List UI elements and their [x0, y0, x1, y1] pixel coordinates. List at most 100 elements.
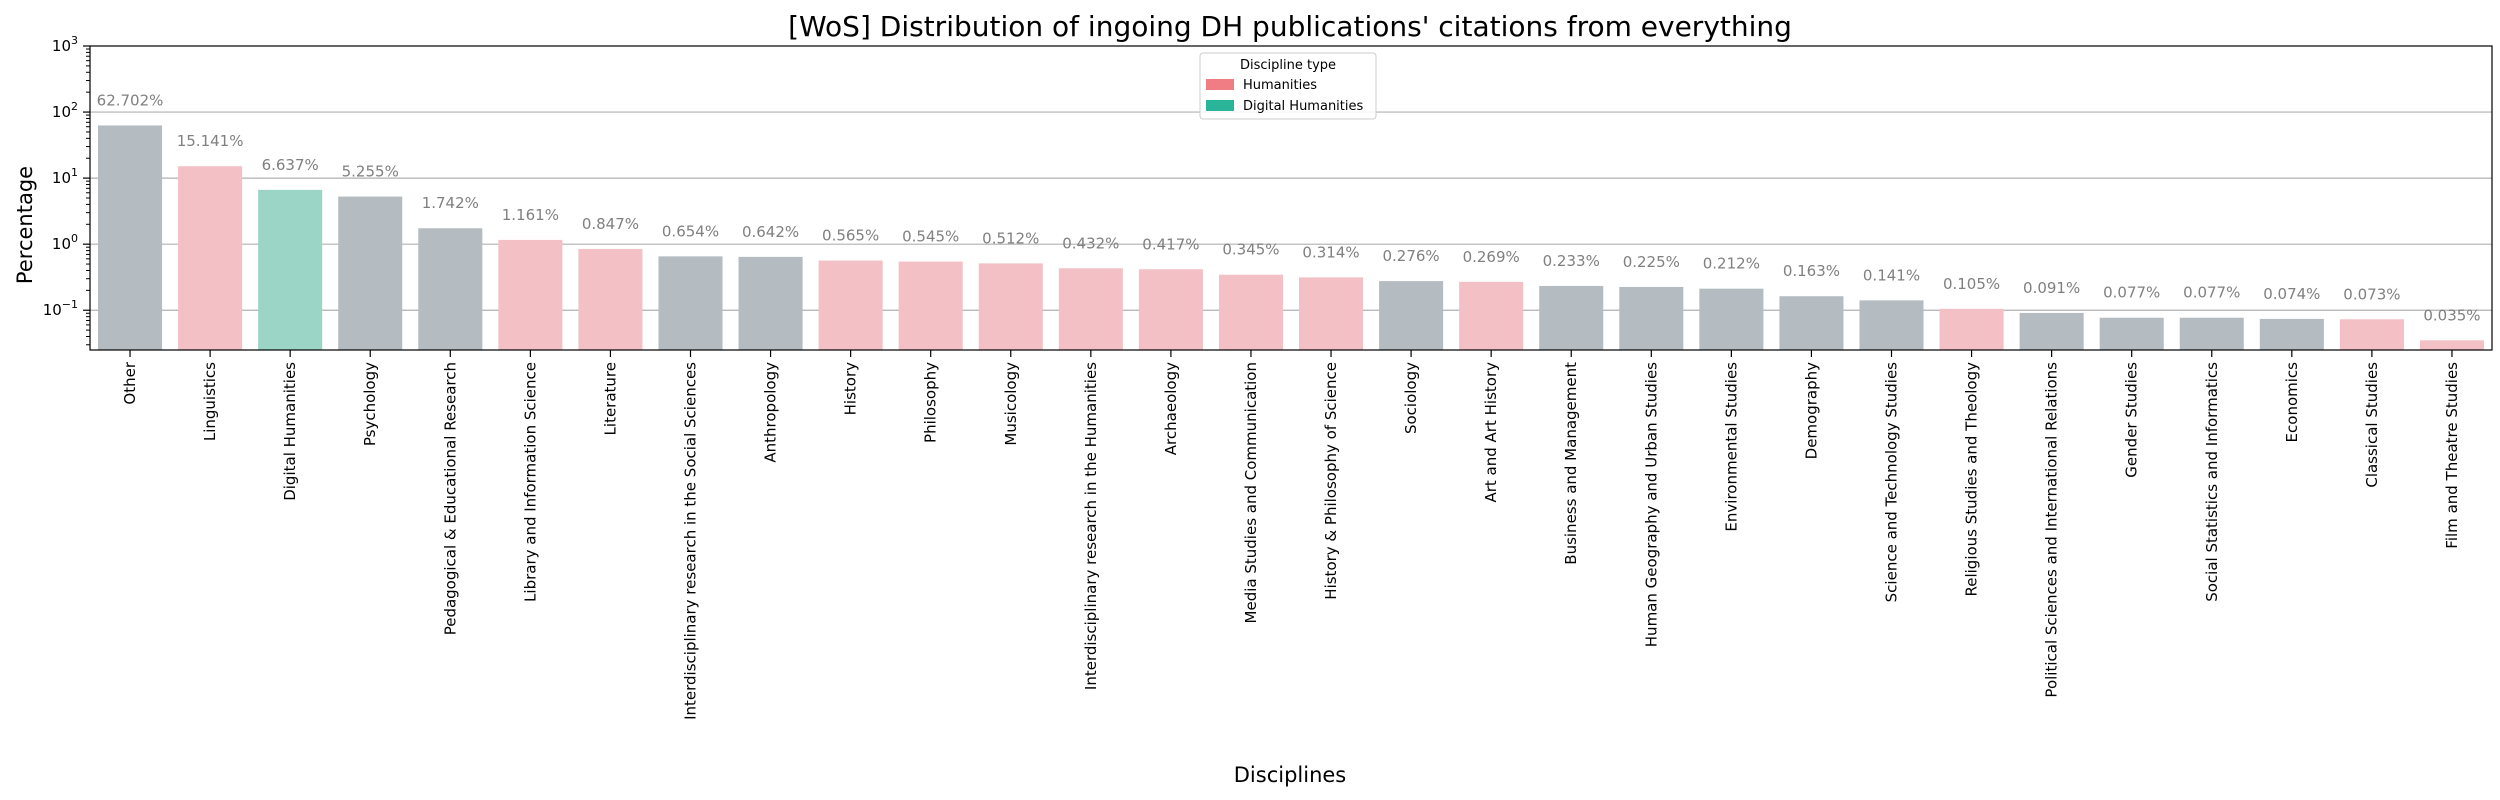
bar-19 — [1619, 286, 1684, 350]
category-label: Human Geography and Urban Studies — [1642, 362, 1660, 647]
data-label: 0.035% — [2423, 306, 2480, 324]
data-label: 0.091% — [2023, 279, 2080, 297]
bar-6 — [578, 248, 643, 350]
bar-25 — [2099, 317, 2164, 350]
category-label: Business and Management — [1562, 362, 1580, 565]
bar-26 — [2179, 317, 2244, 350]
bar-11 — [978, 263, 1043, 350]
y-tick-label: 102 — [52, 100, 78, 121]
bar-28 — [2339, 319, 2404, 350]
bar-12 — [1058, 268, 1123, 350]
bar-21 — [1779, 296, 1844, 350]
category-label: Other — [121, 361, 139, 404]
data-label: 0.077% — [2103, 284, 2160, 302]
bar-13 — [1138, 269, 1203, 350]
category-label: Library and Information Science — [521, 362, 539, 602]
data-label: 0.512% — [982, 229, 1039, 247]
data-label: 0.163% — [1783, 262, 1840, 280]
data-label: 0.225% — [1623, 253, 1680, 271]
data-label: 15.141% — [177, 132, 244, 150]
data-label: 0.565% — [822, 227, 879, 245]
category-label: Political Sciences and International Rel… — [2043, 362, 2061, 698]
data-label: 0.269% — [1463, 248, 1520, 266]
category-label: Film and Theatre Studies — [2443, 362, 2461, 549]
data-label: 1.161% — [502, 206, 559, 224]
category-label: Media Studies and Communication — [1242, 362, 1260, 623]
bar-0 — [98, 125, 163, 351]
bar-27 — [2259, 318, 2324, 350]
category-label: Pedagogical & Educational Research — [441, 362, 459, 635]
category-label: Religious Studies and Theology — [1963, 362, 1981, 597]
data-label: 1.742% — [422, 194, 479, 212]
data-label: 0.074% — [2263, 285, 2320, 303]
data-label: 0.314% — [1302, 243, 1359, 261]
category-label: Demography — [1802, 362, 1820, 459]
category-label: Sociology — [1402, 362, 1420, 434]
bar-2 — [258, 189, 323, 350]
bar-3 — [338, 196, 403, 350]
y-tick-label: 10−1 — [43, 298, 78, 319]
data-label: 0.642% — [742, 223, 799, 241]
bar-1 — [178, 166, 243, 350]
data-label: 0.233% — [1543, 252, 1600, 270]
legend-label: Digital Humanities — [1243, 99, 1363, 114]
category-label: Psychology — [361, 362, 379, 446]
bar-22 — [1859, 300, 1924, 350]
bar-17 — [1459, 281, 1524, 350]
data-label: 0.847% — [582, 215, 639, 233]
legend-label: Humanities — [1243, 78, 1317, 93]
category-label: Archaeology — [1162, 362, 1180, 455]
category-label: Digital Humanities — [281, 362, 299, 501]
category-label: Anthropology — [762, 362, 780, 463]
data-label: 0.345% — [1222, 241, 1279, 259]
bar-24 — [2019, 312, 2084, 350]
data-label: 0.073% — [2343, 285, 2400, 303]
x-axis-title: Disciplines — [1234, 763, 1347, 787]
bar-8 — [738, 256, 803, 350]
bar-29 — [2419, 340, 2484, 350]
y-axis-title: Percentage — [13, 166, 37, 284]
category-label: Art and Art History — [1482, 362, 1500, 503]
data-label: 0.077% — [2183, 284, 2240, 302]
category-label: Gender Studies — [2123, 362, 2141, 478]
bar-4 — [418, 228, 483, 350]
y-tick-label: 103 — [52, 34, 78, 55]
category-label: Philosophy — [922, 362, 940, 443]
y-tick-label: 101 — [52, 166, 78, 187]
legend: Discipline type Humanities Digital Humanit… — [1199, 52, 1377, 120]
data-label: 0.654% — [662, 222, 719, 240]
data-label: 0.141% — [1863, 266, 1920, 284]
bar-5 — [498, 239, 563, 350]
data-label: 0.545% — [902, 228, 959, 246]
category-label: Environmental Studies — [1722, 362, 1740, 532]
legend-box — [1199, 52, 1377, 120]
bar-9 — [818, 260, 883, 350]
category-label: Science and Technology Studies — [1883, 362, 1901, 603]
chart-title: [WoS] Distribution of ingoing DH publica… — [788, 10, 1792, 43]
data-label: 0.212% — [1703, 255, 1760, 273]
bar-15 — [1299, 277, 1364, 350]
data-label: 0.432% — [1062, 234, 1119, 252]
bar-23 — [1939, 308, 2004, 350]
bar-14 — [1218, 274, 1283, 350]
data-label: 62.702% — [97, 91, 164, 109]
data-label: 0.417% — [1142, 235, 1199, 253]
category-label: Musicology — [1002, 362, 1020, 446]
category-label: History & Philosophy of Science — [1322, 362, 1340, 600]
category-label: Social Statistics and Informatics — [2203, 362, 2221, 602]
plot-area: 62.702% 15.141% 6.637% 5.255% 1.742% 1.161% 0.… — [43, 34, 2493, 720]
category-label: Classical Studies — [2363, 362, 2381, 488]
bar-7 — [658, 256, 723, 350]
category-label: Interdisciplinary research in the Humani… — [1082, 362, 1100, 690]
bar-10 — [898, 261, 963, 350]
category-label: Interdisciplinary research in the Social… — [682, 362, 700, 720]
legend-swatch — [1206, 79, 1234, 90]
data-label: 0.276% — [1382, 247, 1439, 265]
category-label: History — [842, 362, 860, 415]
legend-swatch — [1206, 100, 1234, 111]
y-tick-label: 100 — [52, 232, 78, 253]
data-label: 5.255% — [342, 163, 399, 181]
category-label: Economics — [2283, 362, 2301, 443]
data-label: 6.637% — [262, 156, 319, 174]
